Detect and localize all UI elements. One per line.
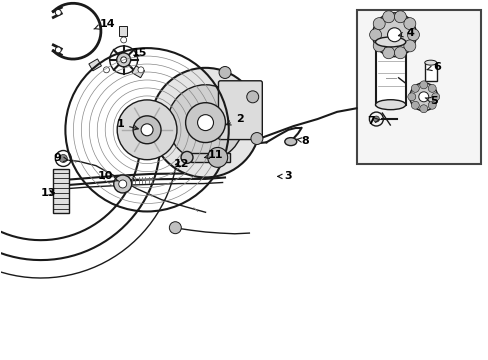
Text: 15: 15 bbox=[132, 48, 147, 58]
Bar bbox=[375, 42, 405, 105]
Circle shape bbox=[250, 132, 263, 144]
Bar bbox=[53, 169, 69, 213]
Circle shape bbox=[219, 67, 230, 78]
Circle shape bbox=[121, 57, 126, 63]
Circle shape bbox=[407, 29, 419, 41]
Text: 3: 3 bbox=[277, 171, 291, 181]
Circle shape bbox=[369, 29, 381, 41]
Circle shape bbox=[181, 152, 193, 163]
Circle shape bbox=[138, 67, 143, 73]
Circle shape bbox=[394, 11, 406, 23]
Ellipse shape bbox=[284, 138, 296, 145]
Circle shape bbox=[427, 84, 435, 92]
Circle shape bbox=[103, 67, 109, 73]
Circle shape bbox=[387, 28, 401, 42]
Circle shape bbox=[117, 53, 130, 67]
Circle shape bbox=[169, 222, 181, 234]
Text: 2: 2 bbox=[226, 114, 243, 125]
Text: 4: 4 bbox=[398, 28, 413, 38]
Circle shape bbox=[119, 180, 126, 188]
Circle shape bbox=[141, 124, 153, 136]
Circle shape bbox=[117, 100, 177, 160]
Circle shape bbox=[197, 114, 213, 131]
Text: 8: 8 bbox=[295, 136, 308, 145]
Circle shape bbox=[410, 84, 418, 92]
Text: 14: 14 bbox=[94, 19, 115, 29]
Circle shape bbox=[403, 18, 415, 30]
Text: 12: 12 bbox=[173, 159, 188, 169]
Text: 10: 10 bbox=[98, 171, 119, 181]
FancyBboxPatch shape bbox=[218, 81, 262, 140]
Circle shape bbox=[59, 154, 67, 162]
Circle shape bbox=[114, 175, 131, 193]
Text: 7: 7 bbox=[366, 116, 380, 126]
Circle shape bbox=[55, 47, 61, 53]
Circle shape bbox=[394, 47, 406, 59]
Circle shape bbox=[133, 116, 161, 144]
Circle shape bbox=[403, 40, 415, 52]
Circle shape bbox=[431, 93, 439, 101]
Circle shape bbox=[373, 116, 379, 122]
Circle shape bbox=[419, 81, 427, 89]
Bar bbox=[119, 26, 126, 36]
Circle shape bbox=[407, 93, 415, 101]
Text: 11: 11 bbox=[204, 150, 223, 160]
Ellipse shape bbox=[375, 37, 405, 47]
Bar bbox=[89, 59, 101, 71]
Text: 9: 9 bbox=[53, 153, 68, 163]
Circle shape bbox=[410, 101, 418, 109]
Text: 13: 13 bbox=[41, 188, 56, 198]
Circle shape bbox=[372, 40, 385, 52]
Circle shape bbox=[246, 91, 258, 103]
Circle shape bbox=[372, 18, 385, 30]
Circle shape bbox=[150, 68, 260, 177]
Bar bbox=[190, 153, 229, 162]
Text: 1: 1 bbox=[116, 120, 138, 130]
Circle shape bbox=[167, 85, 243, 161]
Circle shape bbox=[409, 83, 437, 111]
Circle shape bbox=[382, 47, 394, 59]
Circle shape bbox=[207, 148, 227, 167]
Circle shape bbox=[419, 105, 427, 113]
Text: 5: 5 bbox=[425, 96, 437, 106]
Circle shape bbox=[372, 13, 416, 57]
Circle shape bbox=[185, 103, 225, 143]
Circle shape bbox=[121, 37, 126, 43]
Circle shape bbox=[427, 101, 435, 109]
Bar bbox=[132, 66, 144, 78]
Text: 6: 6 bbox=[427, 62, 440, 72]
Bar bbox=[356, 10, 480, 164]
Circle shape bbox=[418, 92, 428, 102]
Ellipse shape bbox=[424, 60, 436, 65]
Circle shape bbox=[382, 11, 394, 23]
Circle shape bbox=[55, 9, 61, 15]
Bar bbox=[424, 63, 436, 81]
Ellipse shape bbox=[375, 100, 405, 110]
